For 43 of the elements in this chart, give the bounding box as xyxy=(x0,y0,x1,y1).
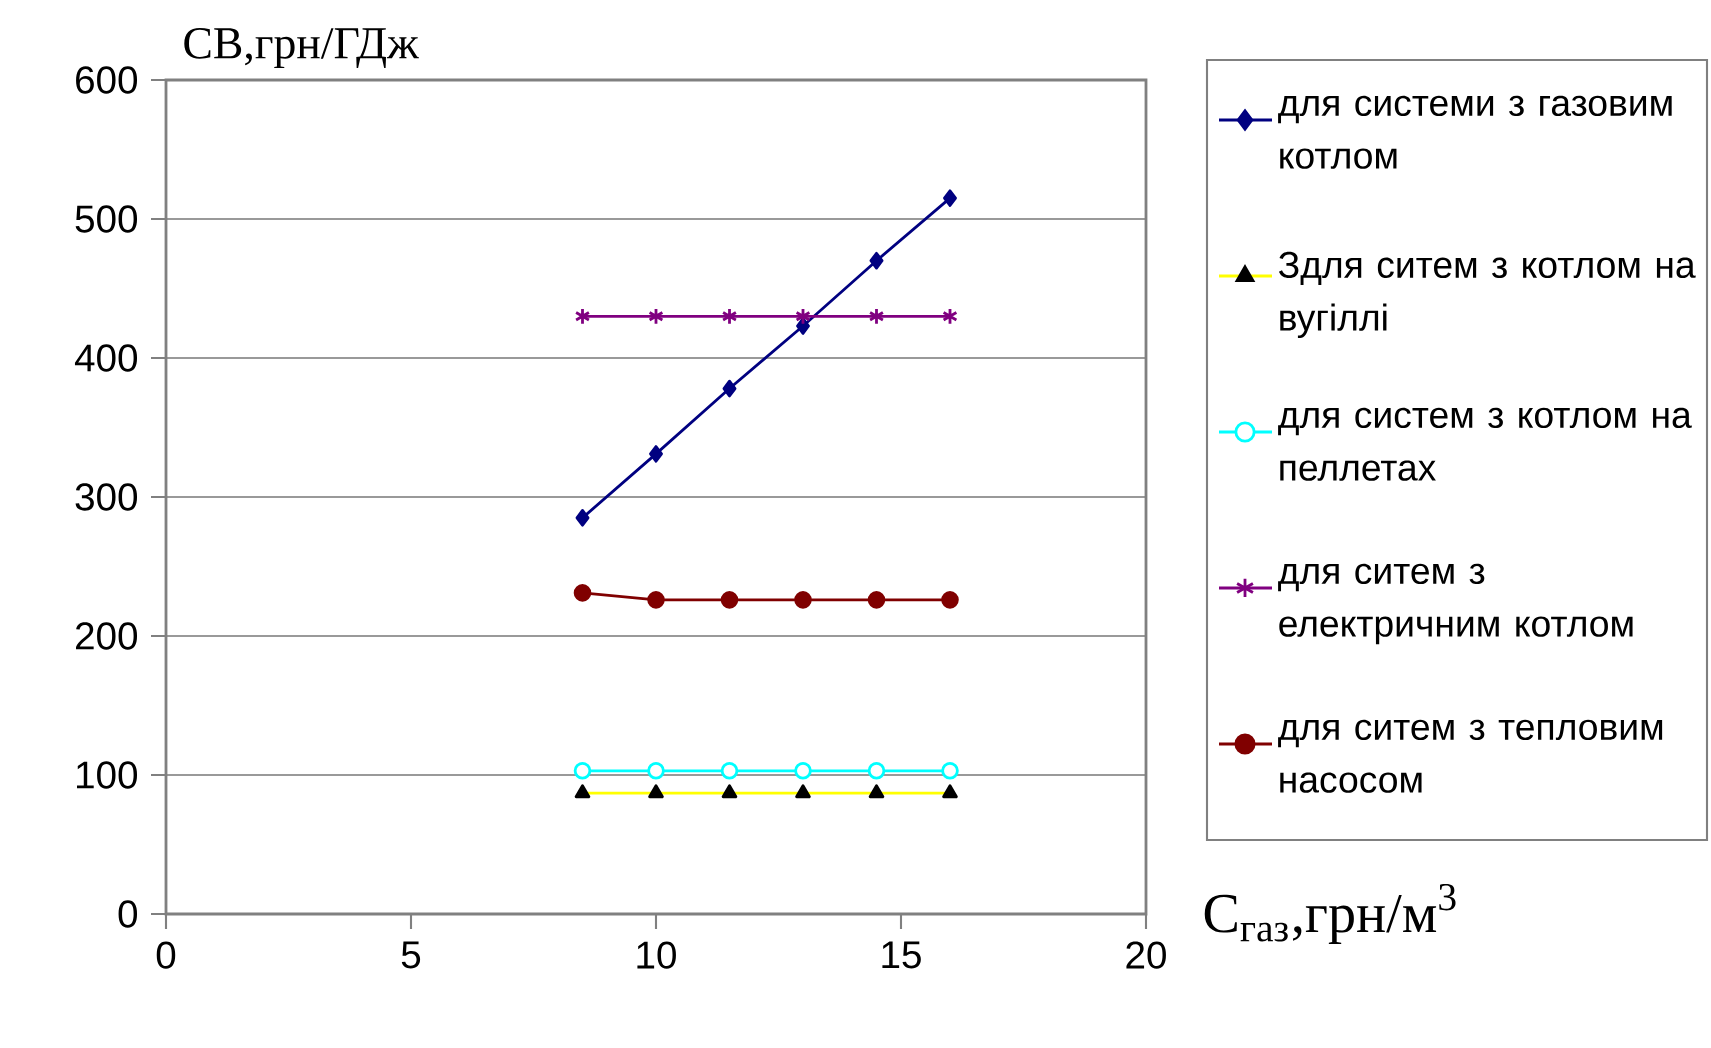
x-axis-title: C$_{газ}$,грн/м$^{3}$ xyxy=(1204,883,1456,945)
x-tick-label: 0 xyxy=(156,941,176,969)
point xyxy=(647,591,665,609)
y-axis-title: СВ,грн/ГДж xyxy=(184,27,419,68)
point xyxy=(943,189,957,207)
point xyxy=(573,584,592,602)
point xyxy=(941,762,959,780)
point xyxy=(649,445,663,463)
point xyxy=(794,762,812,780)
point xyxy=(647,762,665,780)
y-tick-label: 400 xyxy=(74,344,138,372)
point xyxy=(867,762,886,780)
x-tick-label: 10 xyxy=(637,941,676,969)
point xyxy=(794,591,812,609)
y-tick-label: 600 xyxy=(76,66,138,94)
point xyxy=(796,317,810,335)
point xyxy=(720,762,739,780)
x-tick-label: 20 xyxy=(1126,941,1166,969)
y-tick-label: 200 xyxy=(76,622,138,650)
point xyxy=(721,307,738,326)
point xyxy=(648,307,664,326)
point xyxy=(722,379,737,398)
point xyxy=(868,307,885,326)
y-tick-label: 100 xyxy=(77,761,138,789)
point xyxy=(867,591,886,609)
y-tick-label: 0 xyxy=(118,900,138,928)
point xyxy=(573,762,592,780)
y-tick-label: 500 xyxy=(75,205,138,233)
x-tick-label: 15 xyxy=(882,941,921,969)
point xyxy=(574,307,591,326)
legend-label: Здля ситем з котлом на вугіллі xyxy=(1278,251,1696,339)
legend-label: для системи з газовим котлом xyxy=(1278,95,1672,169)
x-tick-label: 5 xyxy=(401,941,421,969)
point xyxy=(869,251,884,270)
point xyxy=(795,307,811,326)
legend-label: для ситем з електричним котлом xyxy=(1278,563,1633,645)
point xyxy=(575,509,590,527)
point xyxy=(941,591,959,609)
legend-label: для систем з котлом на пеллетах xyxy=(1278,407,1692,481)
legend-label: для ситем з тепловим насосом xyxy=(1278,719,1663,793)
point xyxy=(720,591,739,609)
point xyxy=(942,307,958,326)
y-tick-label: 300 xyxy=(75,483,138,511)
